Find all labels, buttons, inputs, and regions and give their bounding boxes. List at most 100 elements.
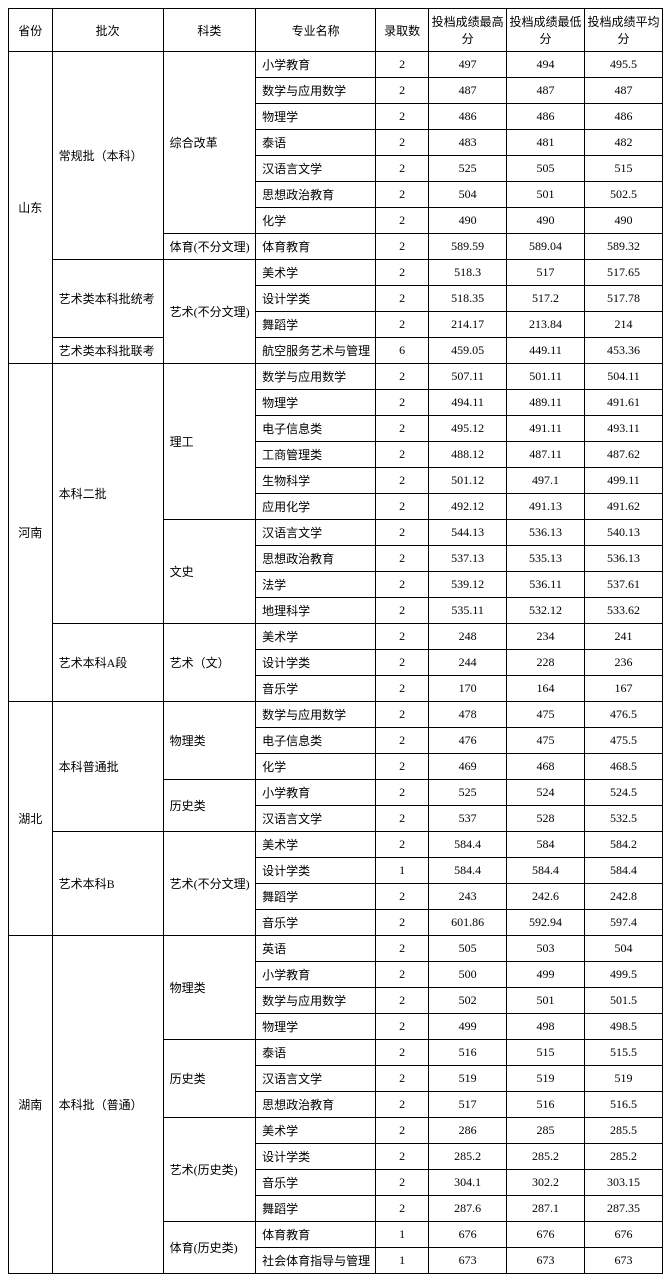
lowscore-cell: 536.13: [507, 520, 585, 546]
count-cell: 2: [376, 468, 429, 494]
avgscore-cell: 493.11: [585, 416, 663, 442]
highscore-cell: 525: [429, 156, 507, 182]
major-cell: 音乐学: [256, 676, 376, 702]
count-cell: 2: [376, 546, 429, 572]
major-cell: 舞蹈学: [256, 1196, 376, 1222]
highscore-cell: 518.3: [429, 260, 507, 286]
highscore-cell: 589.59: [429, 234, 507, 260]
avgscore-cell: 533.62: [585, 598, 663, 624]
count-cell: 2: [376, 702, 429, 728]
highscore-cell: 483: [429, 130, 507, 156]
avgscore-cell: 597.4: [585, 910, 663, 936]
count-cell: 2: [376, 1092, 429, 1118]
major-cell: 美术学: [256, 1118, 376, 1144]
highscore-cell: 487: [429, 78, 507, 104]
avgscore-cell: 504.11: [585, 364, 663, 390]
avgscore-cell: 486: [585, 104, 663, 130]
count-cell: 2: [376, 988, 429, 1014]
count-cell: 2: [376, 234, 429, 260]
table-row: 艺术本科A段艺术（文）美术学2248234241: [9, 624, 663, 650]
major-cell: 汉语言文学: [256, 520, 376, 546]
major-cell: 生物科学: [256, 468, 376, 494]
batch-cell: 艺术类本科批联考: [52, 338, 163, 364]
major-cell: 小学教育: [256, 962, 376, 988]
major-cell: 法学: [256, 572, 376, 598]
major-cell: 英语: [256, 936, 376, 962]
count-cell: 2: [376, 962, 429, 988]
category-cell: 综合改革: [163, 52, 256, 234]
lowscore-cell: 584.4: [507, 858, 585, 884]
category-cell: 体育(历史类): [163, 1222, 256, 1274]
lowscore-cell: 468: [507, 754, 585, 780]
lowscore-cell: 494: [507, 52, 585, 78]
lowscore-cell: 486: [507, 104, 585, 130]
highscore-cell: 494.11: [429, 390, 507, 416]
lowscore-cell: 532.12: [507, 598, 585, 624]
major-cell: 思想政治教育: [256, 182, 376, 208]
highscore-cell: 214.17: [429, 312, 507, 338]
major-cell: 数学与应用数学: [256, 78, 376, 104]
table-row: 艺术本科B艺术(不分文理)美术学2584.4584584.2: [9, 832, 663, 858]
highscore-cell: 499: [429, 1014, 507, 1040]
count-cell: 2: [376, 182, 429, 208]
major-cell: 思想政治教育: [256, 1092, 376, 1118]
major-cell: 泰语: [256, 1040, 376, 1066]
count-cell: 2: [376, 130, 429, 156]
lowscore-cell: 592.94: [507, 910, 585, 936]
highscore-cell: 507.11: [429, 364, 507, 390]
major-cell: 物理学: [256, 1014, 376, 1040]
avgscore-cell: 285.2: [585, 1144, 663, 1170]
highscore-cell: 518.35: [429, 286, 507, 312]
highscore-cell: 488.12: [429, 442, 507, 468]
major-cell: 音乐学: [256, 910, 376, 936]
avgscore-cell: 589.32: [585, 234, 663, 260]
highscore-cell: 492.12: [429, 494, 507, 520]
count-cell: 2: [376, 832, 429, 858]
table-row: 山东常规批（本科）综合改革小学教育2497494495.5: [9, 52, 663, 78]
lowscore-cell: 285.2: [507, 1144, 585, 1170]
avgscore-cell: 236: [585, 650, 663, 676]
table-row: 艺术类本科批联考航空服务艺术与管理6459.05449.11453.36: [9, 338, 663, 364]
major-cell: 航空服务艺术与管理: [256, 338, 376, 364]
highscore-cell: 469: [429, 754, 507, 780]
lowscore-cell: 213.84: [507, 312, 585, 338]
avgscore-cell: 453.36: [585, 338, 663, 364]
count-cell: 2: [376, 754, 429, 780]
avgscore-cell: 487: [585, 78, 663, 104]
lowscore-cell: 490: [507, 208, 585, 234]
lowscore-cell: 487.11: [507, 442, 585, 468]
avgscore-cell: 499.11: [585, 468, 663, 494]
major-cell: 小学教育: [256, 52, 376, 78]
major-cell: 电子信息类: [256, 728, 376, 754]
major-cell: 汉语言文学: [256, 1066, 376, 1092]
major-cell: 化学: [256, 754, 376, 780]
highscore-cell: 516: [429, 1040, 507, 1066]
major-cell: 设计学类: [256, 650, 376, 676]
lowscore-cell: 487: [507, 78, 585, 104]
category-cell: 艺术（文）: [163, 624, 256, 702]
batch-cell: 常规批（本科）: [52, 52, 163, 260]
batch-cell: 本科二批: [52, 364, 163, 624]
province-cell: 湖北: [9, 702, 53, 936]
lowscore-cell: 234: [507, 624, 585, 650]
avgscore-cell: 504: [585, 936, 663, 962]
lowscore-cell: 302.2: [507, 1170, 585, 1196]
highscore-cell: 285.2: [429, 1144, 507, 1170]
province-cell: 湖南: [9, 936, 53, 1274]
count-cell: 2: [376, 598, 429, 624]
lowscore-cell: 491.11: [507, 416, 585, 442]
major-cell: 体育教育: [256, 1222, 376, 1248]
category-cell: 物理类: [163, 936, 256, 1040]
major-cell: 物理学: [256, 104, 376, 130]
highscore-cell: 673: [429, 1248, 507, 1274]
highscore-cell: 170: [429, 676, 507, 702]
count-cell: 2: [376, 910, 429, 936]
major-cell: 社会体育指导与管理: [256, 1248, 376, 1274]
count-cell: 2: [376, 78, 429, 104]
lowscore-cell: 519: [507, 1066, 585, 1092]
highscore-cell: 287.6: [429, 1196, 507, 1222]
count-cell: 2: [376, 650, 429, 676]
highscore-cell: 505: [429, 936, 507, 962]
highscore-cell: 537: [429, 806, 507, 832]
avgscore-cell: 584.4: [585, 858, 663, 884]
